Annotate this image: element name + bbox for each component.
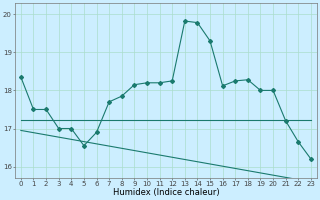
X-axis label: Humidex (Indice chaleur): Humidex (Indice chaleur) xyxy=(113,188,219,197)
